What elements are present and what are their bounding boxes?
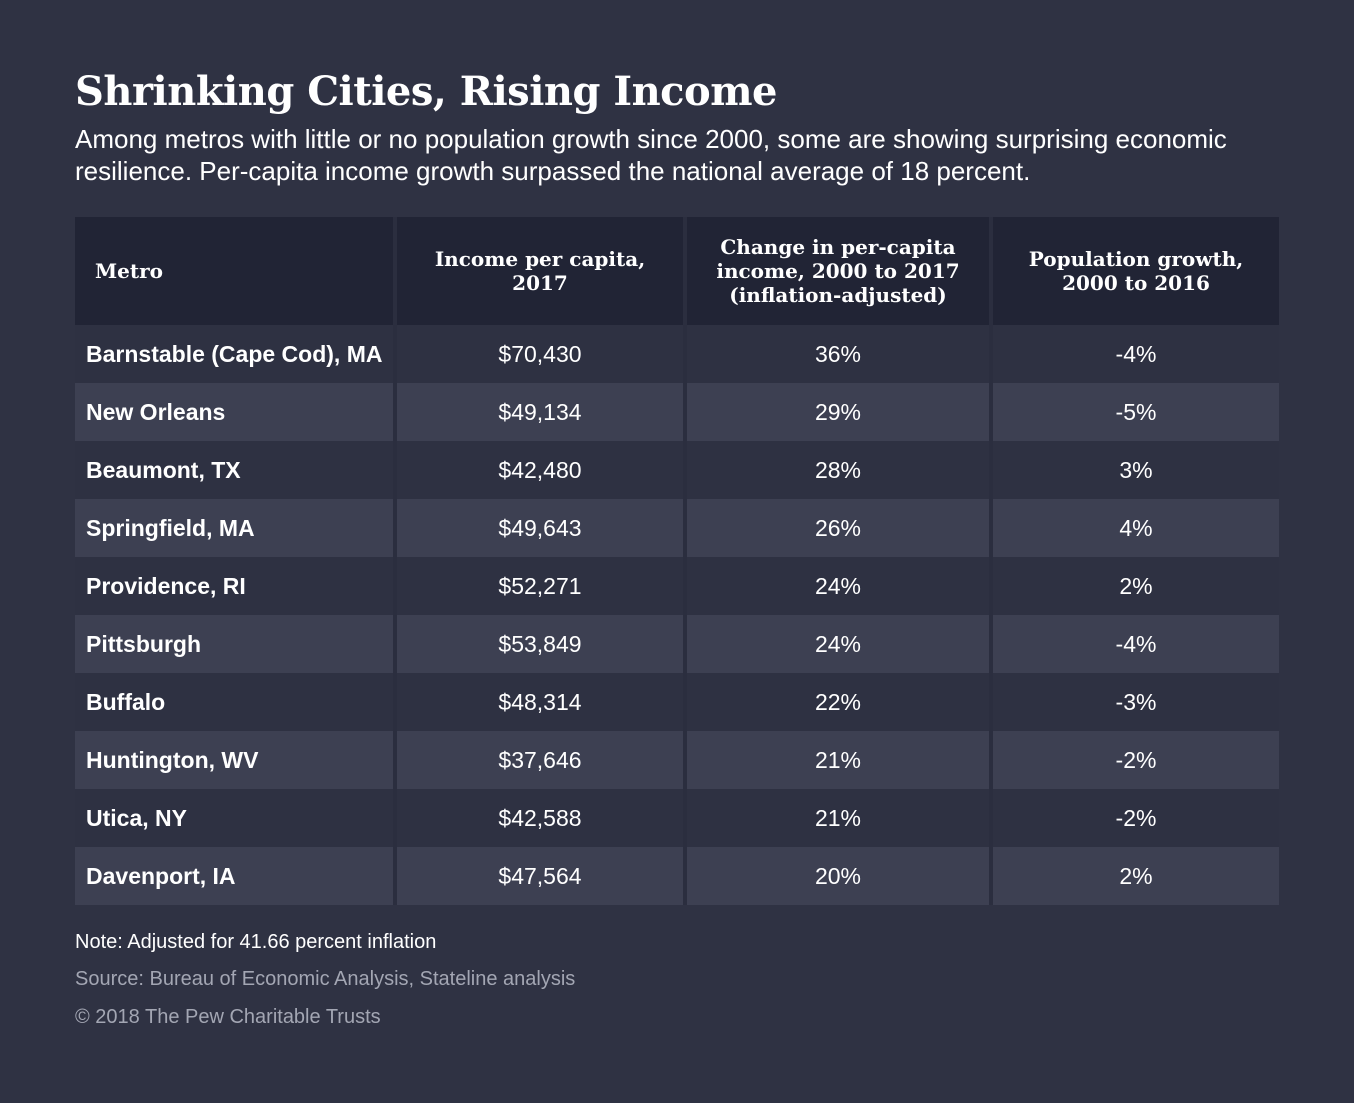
- income-change-cell: 24%: [687, 615, 993, 673]
- table-row: Pittsburgh $53,849 24% -4%: [75, 615, 1279, 673]
- table-row: Beaumont, TX $42,480 28% 3%: [75, 441, 1279, 499]
- population-growth-cell: -2%: [993, 731, 1279, 789]
- table-row: Providence, RI $52,271 24% 2%: [75, 557, 1279, 615]
- income-change-cell: 22%: [687, 673, 993, 731]
- income-change-cell: 24%: [687, 557, 993, 615]
- source-text: Source: Bureau of Economic Analysis, Sta…: [75, 968, 576, 990]
- income-cell: $42,588: [397, 789, 687, 847]
- note-text: Note: Adjusted for 41.66 percent inflati…: [75, 931, 437, 953]
- column-header-income: Income per capita, 2017: [397, 217, 687, 325]
- metro-cell: Buffalo: [75, 673, 397, 731]
- metro-cell: Huntington, WV: [75, 731, 397, 789]
- income-cell: $53,849: [397, 615, 687, 673]
- data-table: Metro Income per capita, 2017 Change in …: [75, 217, 1279, 905]
- metro-cell: Pittsburgh: [75, 615, 397, 673]
- copyright-text: © 2018 The Pew Charitable Trusts: [75, 1006, 381, 1028]
- population-growth-cell: -4%: [993, 615, 1279, 673]
- population-growth-cell: -4%: [993, 325, 1279, 383]
- column-header-metro: Metro: [75, 217, 397, 325]
- income-change-cell: 36%: [687, 325, 993, 383]
- chart-title: Shrinking Cities, Rising Income: [75, 68, 777, 115]
- table-row: Buffalo $48,314 22% -3%: [75, 673, 1279, 731]
- column-header-income-change: Change in per-capita income, 2000 to 201…: [687, 217, 993, 325]
- table-header-row: Metro Income per capita, 2017 Change in …: [75, 217, 1279, 325]
- metro-cell: Utica, NY: [75, 789, 397, 847]
- population-growth-cell: -3%: [993, 673, 1279, 731]
- population-growth-cell: 2%: [993, 847, 1279, 905]
- metro-cell: Beaumont, TX: [75, 441, 397, 499]
- population-growth-cell: 3%: [993, 441, 1279, 499]
- population-growth-cell: 2%: [993, 557, 1279, 615]
- population-growth-cell: 4%: [993, 499, 1279, 557]
- income-change-cell: 26%: [687, 499, 993, 557]
- metro-cell: Barnstable (Cape Cod), MA: [75, 325, 397, 383]
- table-row: Springfield, MA $49,643 26% 4%: [75, 499, 1279, 557]
- chart-subtitle: Among metros with little or no populatio…: [75, 124, 1227, 186]
- income-cell: $42,480: [397, 441, 687, 499]
- income-cell: $37,646: [397, 731, 687, 789]
- population-growth-cell: -5%: [993, 383, 1279, 441]
- income-cell: $47,564: [397, 847, 687, 905]
- metro-cell: Davenport, IA: [75, 847, 397, 905]
- table-row: Davenport, IA $47,564 20% 2%: [75, 847, 1279, 905]
- table-row: New Orleans $49,134 29% -5%: [75, 383, 1279, 441]
- income-change-cell: 21%: [687, 731, 993, 789]
- income-cell: $49,134: [397, 383, 687, 441]
- income-change-cell: 28%: [687, 441, 993, 499]
- income-change-cell: 20%: [687, 847, 993, 905]
- table-row: Huntington, WV $37,646 21% -2%: [75, 731, 1279, 789]
- metro-cell: Springfield, MA: [75, 499, 397, 557]
- population-growth-cell: -2%: [993, 789, 1279, 847]
- column-header-population-growth: Population growth, 2000 to 2016: [993, 217, 1279, 325]
- income-cell: $49,643: [397, 499, 687, 557]
- table-row: Barnstable (Cape Cod), MA $70,430 36% -4…: [75, 325, 1279, 383]
- income-change-cell: 21%: [687, 789, 993, 847]
- income-change-cell: 29%: [687, 383, 993, 441]
- income-cell: $70,430: [397, 325, 687, 383]
- table-row: Utica, NY $42,588 21% -2%: [75, 789, 1279, 847]
- income-cell: $52,271: [397, 557, 687, 615]
- metro-cell: Providence, RI: [75, 557, 397, 615]
- income-cell: $48,314: [397, 673, 687, 731]
- metro-cell: New Orleans: [75, 383, 397, 441]
